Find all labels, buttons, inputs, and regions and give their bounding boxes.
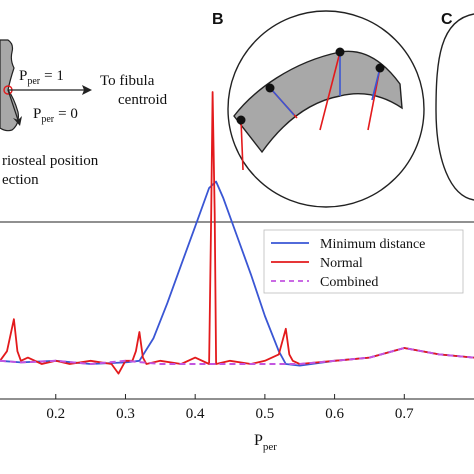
x-tick-label: 0.7 xyxy=(395,406,414,422)
boundary-point-2 xyxy=(265,83,275,93)
centroid-label: centroid xyxy=(118,92,168,108)
panel-a: Pper = 1 Pper = 0 To fibula centroid riost… xyxy=(0,39,168,188)
min-distance-line-4 xyxy=(371,67,381,101)
series-layer xyxy=(0,91,474,375)
magnifier-circle-c xyxy=(435,13,474,201)
arrowhead-down xyxy=(13,116,22,126)
p-per-one-sub: per xyxy=(27,76,40,87)
x-axis-label: Pper xyxy=(254,432,277,453)
series-combined xyxy=(0,347,474,365)
to-fibula-label: To fibula xyxy=(100,73,155,89)
x-axis-label-sub: per xyxy=(263,441,277,453)
line-chart: 0.2 0.3 0.4 0.5 0.6 0.7 Pper Minimum distance… xyxy=(0,91,474,453)
p-per-one-label: P xyxy=(19,68,27,84)
p-per-zero-label: P xyxy=(33,106,41,122)
p-per-zero-value: = 0 xyxy=(58,106,78,122)
x-tick-label: 0.4 xyxy=(186,406,205,422)
legend-label-normal: Normal xyxy=(320,256,363,271)
p-per-one-value: = 1 xyxy=(44,68,64,84)
legend: Minimum distance Normal Combined xyxy=(263,229,464,294)
boundary-point-4 xyxy=(375,63,385,73)
panel-c: C xyxy=(435,11,474,201)
x-tick-label: 0.3 xyxy=(116,406,135,422)
x-tick-layer: 0.2 0.3 0.4 0.5 0.6 0.7 xyxy=(46,394,414,422)
legend-label-minimum-distance: Minimum distance xyxy=(320,237,425,252)
min-distance-line-2 xyxy=(271,89,295,116)
caption-line-2: ection xyxy=(2,172,39,188)
normal-line-3 xyxy=(319,51,341,131)
caption-line-1: riosteal position xyxy=(2,153,99,169)
panel-b-letter: B xyxy=(212,11,224,28)
arrowhead-right xyxy=(82,85,92,95)
boundary-point-1 xyxy=(236,115,246,125)
x-tick-label: 0.6 xyxy=(325,406,344,422)
normal-line-1 xyxy=(240,119,244,171)
x-tick-label: 0.2 xyxy=(46,406,65,422)
bone-cross-section xyxy=(0,39,19,132)
panel-c-letter: C xyxy=(441,11,453,28)
boundary-point-3 xyxy=(335,47,345,57)
arrow-inward xyxy=(7,89,19,121)
bone-band xyxy=(233,50,403,154)
svg-text:Pper= 1: Pper = 1 xyxy=(19,68,64,87)
x-axis-label-main: P xyxy=(254,432,263,449)
x-tick-label: 0.5 xyxy=(256,406,275,422)
panel-b: B xyxy=(212,10,425,208)
p-per-zero-sub: per xyxy=(41,114,54,125)
svg-text:Pper= 0: Pper = 0 xyxy=(33,106,78,125)
legend-label-combined: Combined xyxy=(320,275,378,290)
